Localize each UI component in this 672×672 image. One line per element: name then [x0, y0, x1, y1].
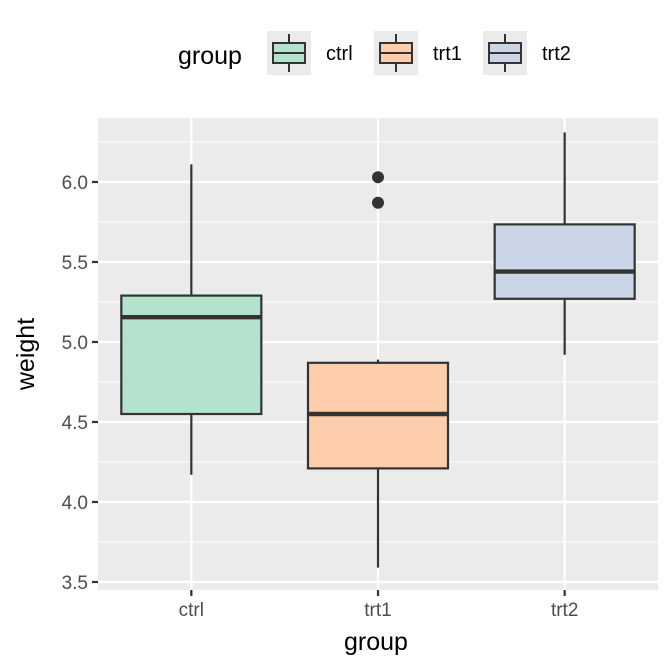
outlier-point — [372, 171, 384, 184]
legend-entry-trt2: trt2 — [483, 31, 571, 75]
iqr-box — [493, 223, 636, 300]
x-axis-title: group — [344, 628, 408, 656]
legend-entry-trt1: trt1 — [374, 31, 462, 75]
x-tick-label: trt1 — [364, 600, 391, 621]
y-tick-label: 5.5 — [62, 253, 88, 274]
legend: group ctrl trt1 trt2 — [178, 31, 571, 75]
y-tick-label: 3.5 — [62, 573, 88, 594]
y-axis: 3.5 4.0 4.5 5.0 5.5 6.0 — [62, 173, 98, 594]
y-tick-label: 4.0 — [62, 493, 88, 514]
x-tick-label: trt2 — [551, 600, 578, 621]
y-tick-label: 4.5 — [62, 413, 88, 434]
box-trt2 — [493, 132, 636, 355]
y-axis-title: weight — [12, 318, 40, 391]
x-axis: ctrl trt1 trt2 — [179, 590, 578, 621]
x-tick-label: ctrl — [179, 600, 204, 621]
y-tick-label: 6.0 — [62, 173, 88, 194]
y-tick-label: 5.0 — [62, 333, 88, 354]
legend-entry-ctrl: ctrl — [267, 31, 353, 75]
legend-label: ctrl — [326, 43, 353, 65]
box-ctrl — [120, 164, 263, 475]
iqr-box — [120, 294, 263, 416]
legend-label: trt1 — [433, 43, 462, 65]
outlier-point — [372, 196, 384, 209]
boxes — [120, 132, 636, 568]
box-trt1 — [306, 171, 450, 568]
legend-label: trt2 — [542, 43, 571, 65]
legend-title: group — [178, 42, 242, 70]
